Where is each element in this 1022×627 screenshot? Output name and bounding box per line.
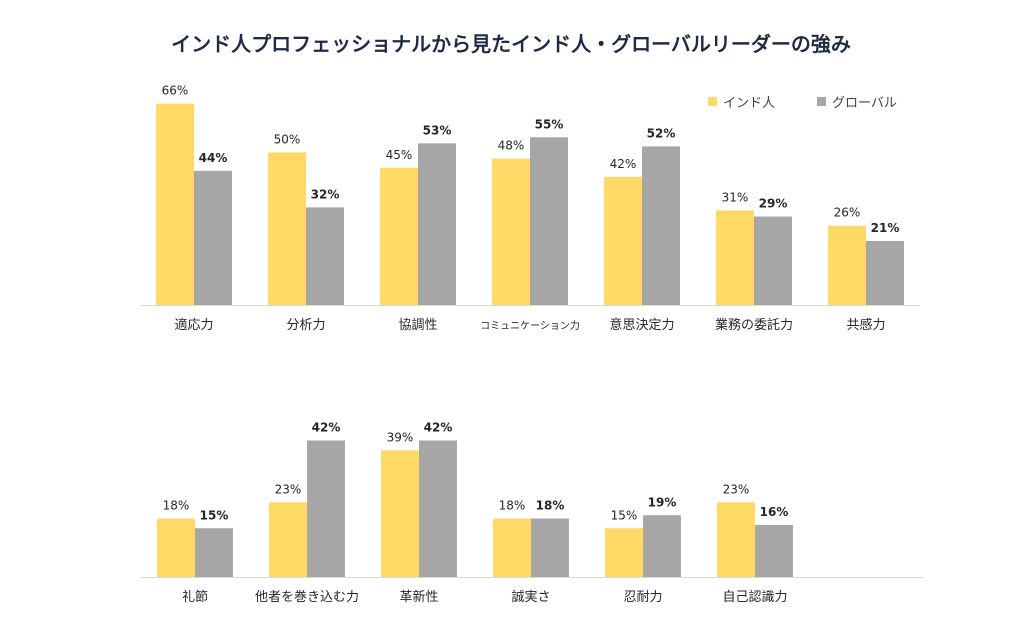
data-label-global: 19% [648, 495, 677, 509]
bar-india [157, 518, 195, 577]
data-label-india: 23% [723, 482, 750, 496]
data-label-global: 18% [536, 499, 565, 513]
category-label: 他者を巻き込む力 [255, 590, 359, 605]
legend: インド人 グローバル [708, 92, 897, 111]
data-label-india: 18% [163, 499, 190, 513]
bar-india [604, 176, 642, 305]
legend-swatch-india [708, 97, 717, 106]
bar-global [754, 216, 792, 305]
data-label-global: 42% [312, 421, 341, 435]
category-label: 適応力 [174, 317, 213, 333]
category-label: 意思決定力 [609, 317, 674, 333]
bar-india [492, 158, 530, 305]
bar-global [642, 146, 680, 305]
category-label: 業務の委託力 [715, 317, 793, 333]
data-label-india: 15% [611, 508, 638, 522]
bar-india [605, 528, 643, 577]
legend-swatch-global [817, 97, 827, 106]
data-label-global: 15% [200, 508, 229, 522]
bar-global [195, 528, 233, 577]
data-label-global: 16% [760, 505, 789, 519]
data-label-india: 23% [275, 482, 302, 496]
category-label: 協調性 [398, 318, 437, 333]
data-label-global: 32% [311, 187, 340, 201]
data-label-india: 50% [274, 133, 301, 147]
bar-global [419, 440, 457, 577]
data-label-india: 39% [387, 430, 414, 444]
legend-label-india: インド人 [723, 96, 776, 111]
data-label-india: 18% [499, 499, 526, 513]
category-label: 革新性 [399, 589, 438, 605]
data-label-india: 45% [386, 148, 413, 162]
data-label-global: 29% [759, 197, 788, 211]
category-label: 分析力 [286, 318, 325, 333]
bar-india [268, 152, 306, 305]
data-label-india: 42% [610, 157, 637, 171]
bar-global [531, 518, 569, 577]
category-label: 共感力 [846, 317, 885, 333]
data-label-global: 21% [871, 221, 900, 235]
bar-india [381, 450, 419, 577]
chart-title: インド人プロフェッショナルから見たインド人・グローバルリーダーの強み [171, 32, 851, 56]
bar-india [493, 518, 531, 577]
category-label: 誠実さ [511, 589, 550, 605]
legend-item-global: グローバル [817, 92, 897, 111]
category-label: 忍耐力 [623, 590, 662, 605]
bar-global [643, 515, 681, 577]
bar-global [306, 207, 344, 305]
data-label-global: 44% [199, 151, 228, 165]
bar-global [307, 440, 345, 577]
data-label-india: 48% [498, 139, 525, 153]
data-label-global: 55% [535, 117, 564, 131]
bar-india [828, 225, 866, 305]
legend-label-global: グローバル [832, 96, 897, 111]
category-label: コミュニケーション力 [480, 319, 580, 332]
bar-global [530, 137, 568, 305]
data-label-india: 66% [162, 84, 189, 98]
legend-item-india: インド人 [708, 92, 775, 111]
bar-india [269, 502, 307, 577]
bar-india [717, 502, 755, 577]
bar-global [755, 525, 793, 577]
data-label-india: 31% [722, 190, 749, 204]
bar-india [156, 103, 194, 305]
data-label-global: 53% [423, 123, 452, 137]
bar-india [380, 167, 418, 305]
data-label-global: 42% [424, 421, 453, 435]
bar-global [866, 240, 904, 305]
category-label: 自己認識力 [722, 589, 787, 605]
category-label: 礼節 [182, 589, 208, 605]
bar-global [418, 143, 456, 305]
bar-global [194, 170, 232, 305]
data-label-india: 26% [834, 206, 861, 220]
data-label-global: 52% [647, 126, 676, 140]
bar-india [716, 210, 754, 305]
